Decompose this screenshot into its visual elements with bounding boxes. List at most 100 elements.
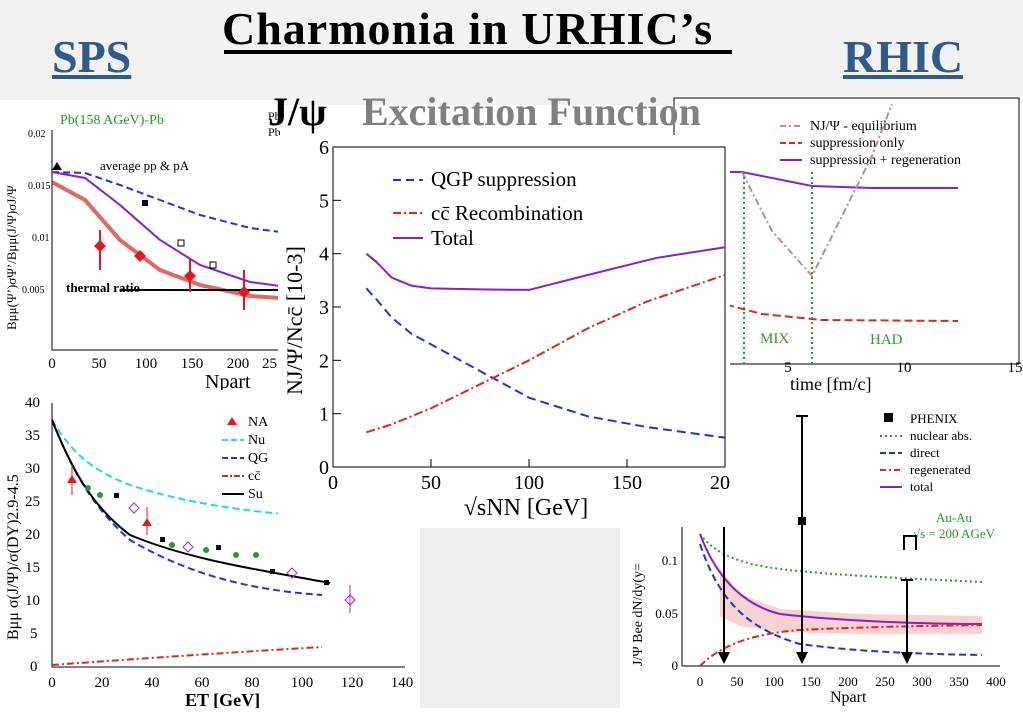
y-tick-label: 2 — [319, 350, 329, 372]
x-tick: 200 — [838, 674, 858, 689]
excitation-title-prefix: J/ψ — [268, 89, 327, 134]
background-block — [420, 528, 620, 708]
x-tick-label: 50 — [421, 472, 441, 494]
legend-entry: suppression only — [810, 136, 905, 151]
npart-legend: PHENIX nuclear abs. direct regenerated t… — [910, 411, 972, 494]
et-data-points — [67, 465, 356, 613]
x-tick: 60 — [195, 675, 210, 691]
avg-annotation: average pp & pA — [100, 158, 190, 173]
x-axis-label: √sNN [GeV] — [464, 495, 588, 521]
legend-entry: total — [910, 479, 933, 494]
series-line-qgp-suppression — [365, 287, 726, 439]
energy-label: √s = 200 AGeV — [913, 526, 996, 541]
x-tick-label: 150 — [612, 472, 642, 494]
y-tick-labels: 0 1 2 3 4 5 6 — [319, 137, 329, 479]
series-line-total — [365, 246, 726, 291]
sps-psiprime-panel: Pb(158 AGeV)-Pb 0.02 0.015 0.01 0.005 0 … — [0, 100, 312, 393]
x-tick: 5 — [784, 360, 792, 376]
y-tick: 0 — [30, 659, 38, 675]
thermal-annotation: thermal ratio — [66, 280, 140, 295]
x-tick: 400 — [986, 674, 1006, 689]
x-tick: 15 — [1008, 360, 1023, 376]
x-tick: 150 — [801, 674, 821, 689]
direct-curve — [699, 543, 983, 656]
mix-label: MIX — [760, 331, 789, 347]
y-axis-label: Bμμ σ(J/Ψ)/σ(DY)2.9-4.5 — [5, 474, 22, 640]
y-tick-label: 3 — [319, 297, 329, 319]
y-tick: 0.1 — [662, 553, 678, 568]
legend-entry: QG — [248, 451, 268, 466]
y-tick: 0.05 — [655, 606, 678, 621]
phenix-marker — [884, 413, 893, 422]
x-tick: 0 — [697, 674, 704, 689]
x-tick: 0 — [48, 675, 56, 691]
had-label: HAD — [870, 332, 903, 348]
phenix-points — [718, 415, 913, 664]
nuclear-abs-curve — [699, 533, 983, 583]
y-tick: 0.01 — [32, 233, 50, 244]
y-tick-label: 1 — [319, 404, 329, 426]
excitation-title: Excitation Function — [362, 89, 701, 134]
x-axis-label: ET [GeV] — [185, 690, 260, 708]
y-axis-label: NJ/Ψ/Ncc̄ [10-3] — [282, 246, 307, 395]
legend-entry: Nu — [248, 433, 265, 448]
y-tick-label: 6 — [319, 137, 329, 159]
x-tick: 100 — [764, 674, 784, 689]
x-tick-label: 0 — [328, 472, 338, 494]
tick-marks — [332, 146, 726, 468]
excitation-background — [278, 135, 730, 527]
legend-entry: cc̄ Recombination — [431, 201, 584, 225]
total-curve — [699, 533, 983, 625]
excitation-chart: 0 1 2 3 4 5 6 0 50 100 150 200 QGP suppression cc̄… — [278, 135, 740, 527]
purple-curve — [51, 171, 281, 287]
x-tick: 0 — [48, 356, 56, 372]
title-underline — [224, 50, 732, 54]
y-tick: 0 — [672, 658, 679, 673]
bracket — [903, 535, 917, 550]
x-tick: 300 — [912, 674, 932, 689]
legend-entry: Su — [248, 487, 263, 502]
x-axis-label: time [fm/c] — [790, 374, 871, 394]
x-tick: 10 — [897, 360, 912, 376]
y-tick: 30 — [25, 461, 40, 477]
x-axis-label: Npart — [205, 371, 251, 390]
y-tick: 25 — [25, 494, 40, 510]
recombination-curve — [51, 646, 323, 666]
legend-entry: Total — [431, 226, 474, 250]
y-axis-label: J/Ψ Bee dN/dy(y= — [631, 563, 646, 666]
slide-title: Charmonia in URHIC’s — [222, 3, 714, 54]
legend-entry: cc̄ — [248, 469, 261, 484]
y-tick: 20 — [25, 527, 40, 543]
x-tick: 50 — [92, 356, 107, 372]
y-tick: 0.02 — [28, 129, 46, 140]
rhic-time-panel: NJ/Ψ - equilibrium suppression only supp… — [672, 96, 1023, 398]
legend-entry: NA — [248, 415, 269, 430]
et-legend: NA Nu QG cc̄ Su — [222, 415, 269, 502]
x-tick-label: 100 — [514, 472, 544, 494]
y-tick-label: 0 — [319, 457, 329, 479]
x-ticks: 0 20 40 60 80 100 120 140 — [48, 675, 413, 691]
x-tick: 140 — [391, 675, 414, 691]
x-tick: 250 — [875, 674, 895, 689]
y-tick: 35 — [25, 428, 40, 444]
x-tick: 80 — [245, 675, 260, 691]
x-tick: 350 — [949, 674, 969, 689]
collision-label: Pb(158 AGeV)-Pb — [60, 113, 164, 128]
x-tick: 40 — [145, 675, 160, 691]
y-tick: 5 — [30, 626, 38, 642]
y-axis-label: Bμμ(Ψ’)σΨ’/Bμμ(J/Ψ)σJ/Ψ — [4, 185, 19, 330]
rhic-heading: RHIC — [843, 31, 964, 82]
x-tick: 100 — [291, 675, 314, 691]
nuclear-curve — [51, 419, 321, 518]
y-tick: 0.015 — [28, 181, 51, 192]
x-tick: 20 — [95, 675, 110, 691]
sps-heading: SPS — [52, 31, 132, 82]
rhic-npart-chart: 0 0.05 0.1 0 50 100 150 200 250 300 350 … — [631, 411, 1006, 706]
legend-entry: regenerated — [910, 462, 971, 477]
legend-entry: direct — [910, 445, 940, 460]
x-tick: 120 — [341, 675, 364, 691]
legend-entry: NJ/Ψ - equilibrium — [810, 119, 917, 134]
x-tick: 50 — [731, 674, 744, 689]
x-tick: 25 — [262, 356, 277, 372]
legend-entry: PHENIX — [910, 411, 958, 426]
